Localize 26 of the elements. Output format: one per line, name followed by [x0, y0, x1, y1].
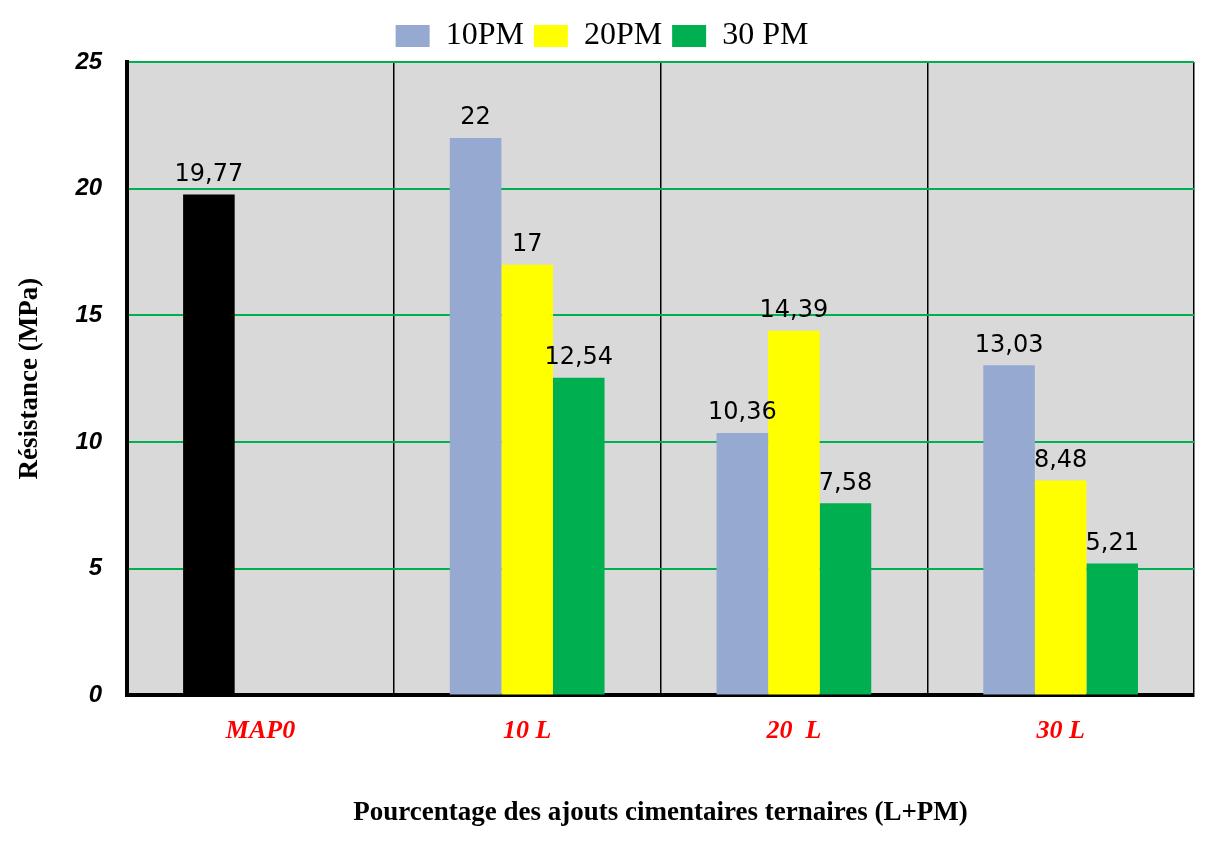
- data-label: 5,21: [1085, 527, 1139, 556]
- y-axis-title: Résistance (MPa): [13, 277, 44, 480]
- y-tick-label: 5: [88, 553, 103, 581]
- data-label: 7,58: [818, 467, 873, 496]
- y-tick-label: 10: [75, 426, 103, 454]
- bar: [449, 138, 502, 695]
- y-tick-label: 25: [74, 46, 103, 74]
- y-tick-label: 0: [88, 680, 103, 708]
- x-tick-label: 30 L: [1035, 714, 1085, 744]
- legend-label: 20PM: [583, 15, 663, 52]
- x-tick-label: 20 L: [765, 714, 822, 744]
- bar: [1034, 480, 1087, 695]
- y-tick-label: 15: [75, 299, 103, 327]
- legend-label: 30 PM: [722, 15, 809, 52]
- bar: [716, 432, 769, 695]
- data-label: 19,77: [174, 158, 244, 187]
- data-label: 8,48: [1033, 444, 1088, 473]
- bar: [983, 365, 1035, 695]
- x-tick-label: MAP0: [224, 714, 296, 744]
- x-tick-label: 10 L: [502, 714, 552, 744]
- x-axis-title: Pourcentage des ajouts cimentaires ternaires (L+PM): [353, 795, 968, 826]
- legend-label: 10PM: [445, 15, 524, 52]
- y-tick-label: 20: [74, 173, 103, 201]
- data-label: 13,03: [974, 329, 1044, 358]
- data-label: 17: [511, 228, 543, 257]
- data-label: 22: [460, 102, 491, 131]
